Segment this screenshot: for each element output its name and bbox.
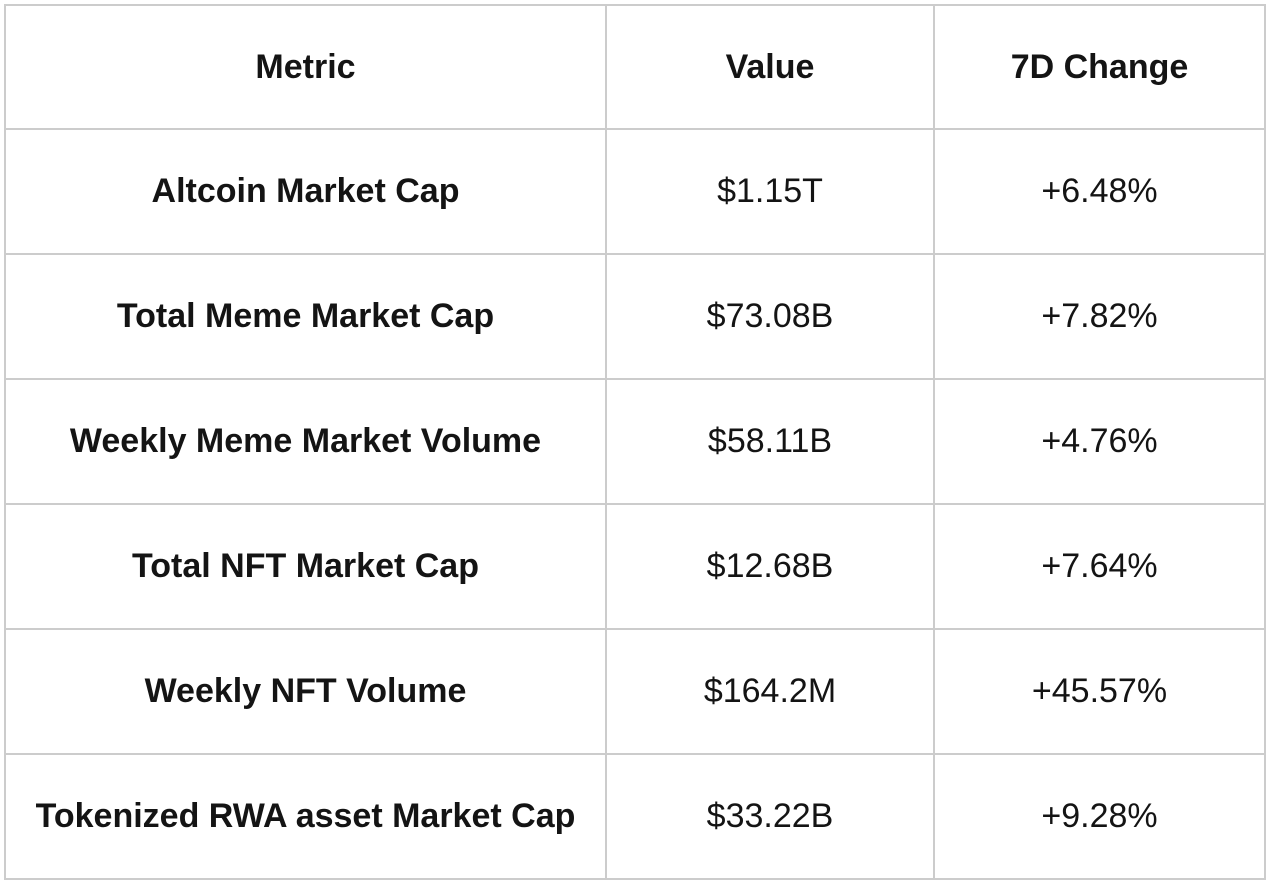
value-cell: $1.15T [605, 128, 935, 255]
value-cell: $33.22B [605, 753, 935, 880]
crypto-metrics-table: Metric Value 7D Change Altcoin Market Ca… [4, 4, 1266, 880]
metric-cell: Weekly Meme Market Volume [4, 378, 607, 505]
table-row: Altcoin Market Cap $1.15T +6.48% [4, 128, 1266, 255]
table-row: Total NFT Market Cap $12.68B +7.64% [4, 503, 1266, 630]
metric-cell: Weekly NFT Volume [4, 628, 607, 755]
metric-cell: Altcoin Market Cap [4, 128, 607, 255]
change-cell: +7.82% [933, 253, 1266, 380]
metric-cell: Total NFT Market Cap [4, 503, 607, 630]
value-cell: $73.08B [605, 253, 935, 380]
change-cell: +7.64% [933, 503, 1266, 630]
column-header-value: Value [605, 4, 935, 130]
metric-cell: Tokenized RWA asset Market Cap [4, 753, 607, 880]
value-cell: $12.68B [605, 503, 935, 630]
change-cell: +4.76% [933, 378, 1266, 505]
table-row: Total Meme Market Cap $73.08B +7.82% [4, 253, 1266, 380]
column-header-metric: Metric [4, 4, 607, 130]
table-row: Weekly Meme Market Volume $58.11B +4.76% [4, 378, 1266, 505]
header-row: Metric Value 7D Change [4, 4, 1266, 130]
change-cell: +6.48% [933, 128, 1266, 255]
value-cell: $164.2M [605, 628, 935, 755]
value-cell: $58.11B [605, 378, 935, 505]
metric-cell: Total Meme Market Cap [4, 253, 607, 380]
table-row: Tokenized RWA asset Market Cap $33.22B +… [4, 753, 1266, 880]
change-cell: +9.28% [933, 753, 1266, 880]
change-cell: +45.57% [933, 628, 1266, 755]
column-header-7d-change: 7D Change [933, 4, 1266, 130]
table-row: Weekly NFT Volume $164.2M +45.57% [4, 628, 1266, 755]
